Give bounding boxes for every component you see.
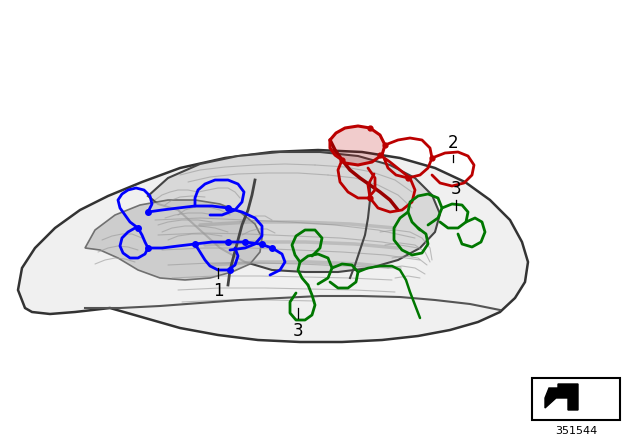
Text: 351544: 351544 [555,426,597,436]
Bar [532,378,620,420]
Text: 2: 2 [448,134,458,152]
Polygon shape [545,384,578,410]
Text: 3: 3 [292,322,303,340]
Polygon shape [148,152,440,272]
Polygon shape [330,126,385,165]
Text: 1: 1 [212,282,223,300]
Text: 3: 3 [451,180,461,198]
Polygon shape [18,150,528,342]
Polygon shape [85,200,262,280]
